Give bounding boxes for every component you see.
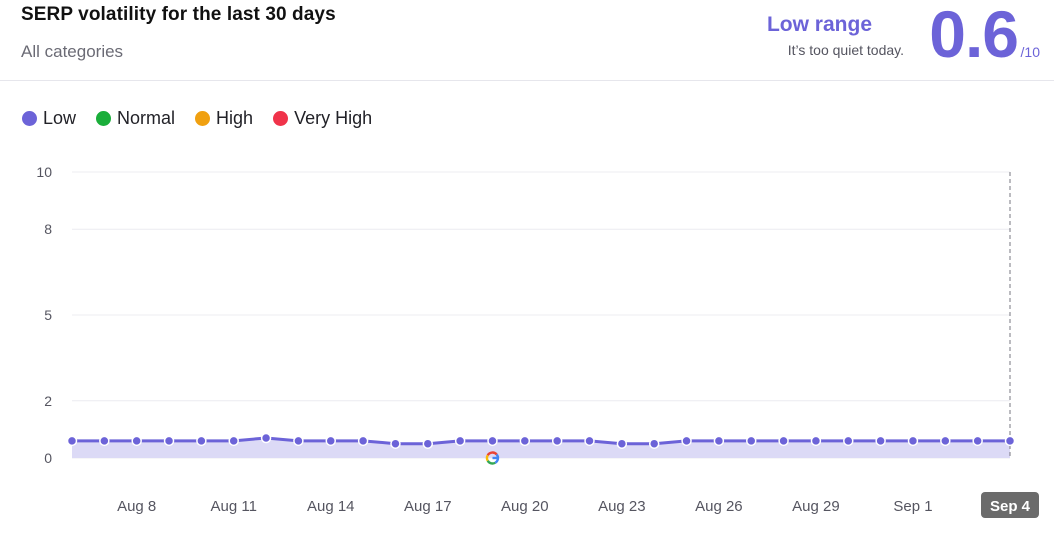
data-point[interactable] — [519, 435, 531, 447]
x-tick-label: Aug 23 — [598, 498, 646, 515]
data-point[interactable] — [616, 438, 628, 449]
series-line — [72, 436, 1010, 446]
data-point[interactable] — [454, 435, 466, 447]
legend-item-normal[interactable]: Normal — [96, 108, 175, 129]
category-selector[interactable]: All categories — [21, 42, 124, 61]
y-tick-label: 8 — [44, 221, 52, 237]
data-point[interactable] — [196, 435, 207, 447]
x-tick-label: Aug 20 — [501, 498, 549, 515]
legend-dot-icon — [273, 111, 289, 126]
data-point[interactable] — [843, 435, 854, 447]
x-tick-label: Aug 8 — [117, 498, 156, 515]
x-tick-label: Aug 29 — [792, 498, 840, 515]
data-point[interactable] — [99, 435, 110, 447]
range-note: It’s too quiet today. — [787, 42, 904, 58]
chart-title: SERP volatility for the last 30 days — [21, 4, 336, 25]
x-tick-highlight — [981, 492, 1039, 518]
legend-item-high[interactable]: High — [195, 108, 253, 129]
data-point[interactable] — [390, 438, 401, 449]
x-tick-label: Sep 4 — [990, 498, 1031, 515]
x-tick-label: Aug 14 — [307, 498, 355, 515]
data-point[interactable] — [745, 435, 757, 447]
y-tick-label: 2 — [44, 393, 52, 409]
legend-label: High — [216, 108, 254, 128]
range-label: Low range — [766, 13, 872, 36]
data-point[interactable] — [648, 438, 660, 449]
data-point[interactable] — [778, 435, 789, 447]
volatility-score: 0.6 — [929, 0, 1019, 71]
data-point[interactable] — [1004, 435, 1016, 447]
data-point[interactable] — [875, 435, 886, 447]
data-point[interactable] — [713, 435, 725, 447]
google-update-icon[interactable] — [485, 451, 500, 465]
series-area — [72, 437, 1010, 458]
data-point[interactable] — [487, 435, 498, 447]
legend-dot-icon — [195, 111, 211, 126]
google-icon-segment — [486, 460, 496, 465]
chart-legend: Low Normal High Very High — [22, 108, 372, 129]
data-point[interactable] — [131, 435, 142, 447]
data-point[interactable] — [293, 435, 304, 447]
legend-item-low[interactable]: Low — [22, 108, 76, 129]
legend-dot-icon — [22, 111, 37, 126]
y-tick-label: 10 — [36, 164, 52, 180]
data-point[interactable] — [810, 435, 822, 447]
data-point[interactable] — [66, 435, 78, 447]
legend-label: Very High — [294, 108, 373, 128]
legend-label: Low — [43, 108, 77, 128]
legend-item-very-high[interactable]: Very High — [273, 108, 372, 129]
google-icon-segment — [486, 451, 498, 456]
data-point[interactable] — [260, 432, 272, 444]
x-tick-label: Aug 11 — [211, 498, 257, 515]
data-point[interactable] — [228, 435, 239, 447]
data-point[interactable] — [940, 435, 951, 447]
y-tick-label: 5 — [44, 307, 52, 323]
google-icon-segment — [485, 454, 489, 462]
score-max: /10 — [1020, 44, 1040, 60]
data-point[interactable] — [907, 435, 919, 447]
y-tick-label: 0 — [44, 450, 52, 466]
card-header: SERP volatility for the last 30 days All… — [0, 0, 1054, 81]
data-point[interactable] — [681, 435, 692, 447]
data-point[interactable] — [325, 435, 337, 447]
x-tick-label: Sep 1 — [893, 498, 932, 515]
data-point[interactable] — [972, 435, 983, 447]
legend-label: Normal — [117, 108, 176, 128]
data-point[interactable] — [163, 435, 175, 447]
data-point[interactable] — [551, 435, 563, 447]
legend-dot-icon — [96, 111, 112, 126]
x-tick-label: Aug 26 — [695, 498, 743, 515]
data-point[interactable] — [584, 435, 595, 447]
data-point[interactable] — [422, 438, 434, 449]
data-point[interactable] — [357, 435, 369, 447]
x-tick-label: Aug 17 — [404, 498, 452, 515]
